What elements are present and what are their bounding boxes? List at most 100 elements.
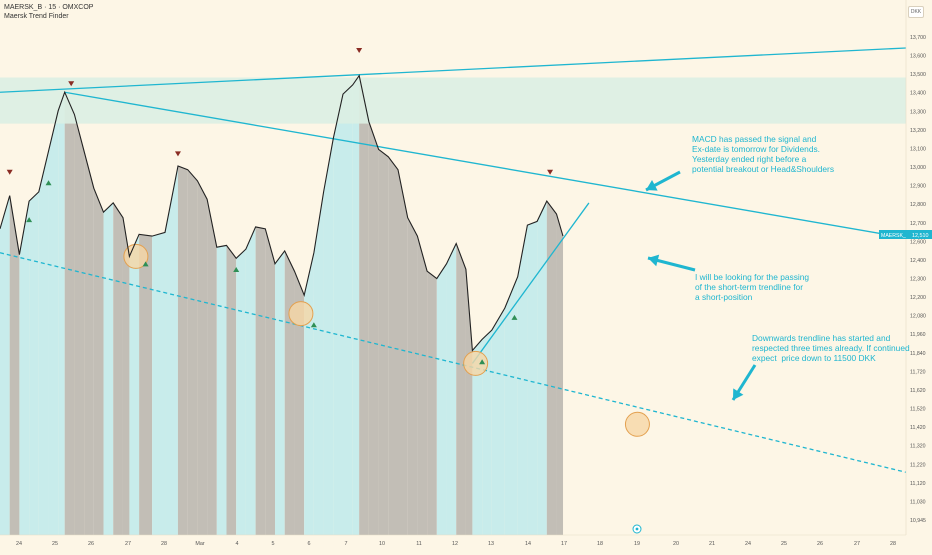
price-axis-label: 11,620: [910, 388, 926, 394]
zone-segment: [19, 201, 30, 535]
price-axis-label: 12,400: [910, 258, 926, 264]
time-axis-label: 25: [781, 541, 787, 547]
price-axis-label: 11,520: [910, 407, 926, 413]
zone-segment: [226, 245, 237, 536]
time-axis-label: 26: [88, 541, 94, 547]
touch-circle: [288, 301, 314, 327]
time-axis-label: 6: [308, 541, 311, 547]
price-tag-symbol: MAERSK_B: [881, 233, 910, 239]
zone-segment: [313, 191, 324, 536]
zone-segment: [113, 202, 123, 535]
zone-segment: [74, 114, 85, 536]
price-axis-label: 12,300: [910, 277, 926, 283]
zone-segment: [397, 169, 408, 536]
buy-signal-arrow-icon: [479, 359, 486, 365]
scroll-to-now-icon[interactable]: [632, 524, 642, 534]
time-axis-label: 20: [673, 541, 679, 547]
sell-signal-arrow-icon: [174, 151, 181, 157]
price-axis-label: 12,600: [910, 239, 926, 245]
price-axis-label: 13,300: [910, 109, 926, 115]
zone-segment: [342, 84, 353, 536]
zone-segment: [352, 75, 360, 535]
zone-segment: [177, 166, 188, 535]
zone-segment: [527, 221, 538, 535]
zone-segment: [427, 271, 437, 535]
zone-segment: [517, 225, 528, 535]
annotation-arrows: [645, 170, 757, 401]
price-axis-label: 11,720: [910, 369, 926, 375]
zone-segment: [333, 94, 343, 535]
price-axis-label: 13,400: [910, 91, 926, 97]
zone-segment: [275, 250, 285, 535]
time-axis-label: 24: [16, 541, 22, 547]
zone-segment: [491, 308, 505, 535]
time-axis-label: 27: [854, 541, 860, 547]
price-axis-label: 12,800: [910, 202, 926, 208]
time-axis-label: 12: [452, 541, 458, 547]
price-axis-label: 12,080: [910, 314, 926, 320]
price-axis-label: 11,840: [910, 351, 926, 357]
zone-segment: [304, 252, 314, 535]
zone-segment: [359, 75, 369, 535]
time-axis-label: 4: [236, 541, 239, 547]
price-line: [0, 74, 564, 352]
trendline-short-term-support: [471, 202, 590, 364]
touch-circles: [123, 243, 650, 437]
time-axis-bg: [0, 535, 906, 550]
signal-zones: [0, 75, 564, 536]
annotation-macd: MACD has passed the signal and Ex-date i…: [692, 134, 835, 174]
callout-arrow-head-icon: [733, 388, 744, 400]
zone-segment: [436, 263, 447, 535]
zone-segment: [265, 228, 276, 536]
time-axis-label: Mar: [195, 541, 204, 547]
price-axis-label: 13,500: [910, 72, 926, 78]
zone-segment: [537, 201, 547, 535]
buy-signal-arrow-icon: [511, 314, 518, 320]
zone-segment: [152, 232, 166, 535]
current-price-tag: MAERSK_B 12,510: [879, 230, 932, 239]
trendline-downwards-trendline: [0, 252, 907, 473]
symbol-title: MAERSK_B · 15 · OMXCOP: [4, 4, 94, 11]
zone-segment: [482, 330, 492, 535]
callout-arrow-head-icon: [646, 180, 658, 191]
time-axis-label: 28: [161, 541, 167, 547]
callout-arrow-head-icon: [648, 254, 660, 267]
time-axis-label: 28: [890, 541, 896, 547]
trendline-descending-resistance: [64, 91, 907, 239]
time-axis-label: 19: [634, 541, 640, 547]
price-axis-bg: [906, 0, 932, 535]
zone-segment: [48, 110, 59, 536]
touch-circle: [123, 243, 149, 269]
time-axis-label: 5: [272, 541, 275, 547]
zone-segment: [187, 169, 198, 536]
touch-circle: [463, 350, 489, 376]
price-axis-label: 12,900: [910, 184, 926, 190]
price-axis-label: 13,100: [910, 146, 926, 152]
zone-segment: [255, 226, 266, 535]
price-axis-label: 11,320: [910, 444, 926, 450]
zone-segment: [139, 234, 153, 536]
time-axis-label: 26: [817, 541, 823, 547]
annotation-downtrend: Downwards trendline has started and resp…: [752, 333, 910, 363]
indicator-title: Maersk Trend Finder: [4, 13, 69, 20]
zone-segment: [556, 214, 564, 535]
price-axis-label: 13,700: [910, 35, 926, 41]
buy-signal-arrow-icon: [233, 266, 240, 272]
zone-segment: [388, 156, 398, 535]
price-axis-label: 10,945: [910, 518, 926, 524]
zone-segment: [456, 243, 466, 535]
price-axis-label: 11,120: [910, 481, 926, 487]
price-axis-label: 11,420: [910, 425, 926, 431]
zone-segment: [284, 250, 295, 535]
currency-badge[interactable]: DKK: [908, 6, 924, 18]
zone-segment: [38, 151, 49, 535]
zone-segment: [417, 236, 428, 535]
annotation-short-position: I will be looking for the passing of the…: [695, 272, 810, 302]
time-axis: 24 25 26 27 28 Mar 4 5 6 7 10 11 12 13 14 17 18 19 20 21 24 2…: [16, 541, 896, 547]
buy-signal-arrow-icon: [26, 217, 33, 223]
zone-segment: [207, 199, 217, 535]
time-axis-label: 7: [345, 541, 348, 547]
time-axis-label: 11: [416, 541, 422, 547]
